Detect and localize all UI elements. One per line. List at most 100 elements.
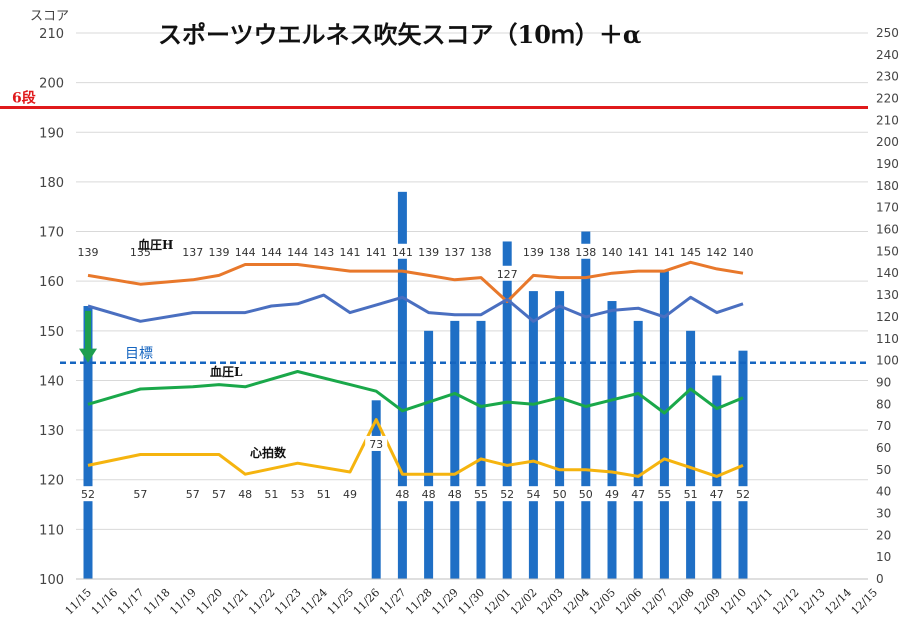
right-tick-label: 240: [876, 48, 899, 62]
data-label-bg: [679, 486, 702, 502]
data-label: 49: [605, 488, 619, 501]
data-label-bg: [705, 486, 728, 502]
data-label-bg: [260, 486, 283, 502]
right-tick-label: 160: [876, 223, 899, 237]
data-label-bg: [732, 486, 754, 502]
chart-title: スポーツウエルネス吹矢スコア（10ｍ）＋α: [158, 20, 641, 49]
x-tick-label: 12/06: [613, 586, 645, 618]
data-label-bg: [496, 265, 519, 281]
data-label: 50: [553, 488, 567, 501]
data-label-bg: [705, 243, 728, 259]
data-label: 139: [523, 246, 544, 259]
data-label: 144: [287, 246, 308, 259]
data-label-bg: [601, 243, 623, 259]
data-label: 57: [186, 488, 200, 501]
x-tick-label: 11/19: [167, 586, 199, 618]
right-tick-label: 230: [876, 70, 899, 84]
data-label-bg: [470, 486, 492, 502]
score-bars: [83, 191, 748, 580]
right-tick-label: 110: [876, 332, 899, 346]
right-tick-label: 190: [876, 157, 899, 171]
right-tick-label: 150: [876, 244, 899, 258]
data-label-bg: [312, 486, 335, 502]
data-label: 138: [471, 246, 492, 259]
x-tick-label: 11/26: [351, 586, 383, 618]
left-tick-label: 140: [39, 374, 64, 389]
data-label-bg: [286, 486, 309, 502]
data-label: 141: [654, 246, 675, 259]
x-tick-label: 12/03: [534, 586, 566, 618]
x-tick-label: 12/12: [770, 586, 802, 618]
x-tick-label: 11/15: [63, 586, 95, 618]
right-tick-label: 210: [876, 113, 899, 127]
x-tick-label: 11/24: [298, 586, 330, 618]
data-label: 139: [78, 246, 99, 259]
right-tick-label: 220: [876, 92, 899, 106]
right-tick-label: 200: [876, 135, 899, 149]
data-label: 127: [497, 268, 518, 281]
x-tick-label: 11/28: [403, 586, 435, 618]
bar: [397, 191, 407, 579]
left-tick-label: 180: [39, 176, 64, 191]
right-tick-label: 60: [876, 441, 891, 455]
x-tick-label: 11/16: [89, 586, 121, 618]
bar: [450, 320, 460, 579]
data-label-bg: [679, 243, 702, 259]
left-tick-label: 200: [39, 77, 64, 92]
data-label: 48: [238, 488, 252, 501]
data-label-bg: [443, 486, 466, 502]
x-tick-label: 11/27: [377, 586, 409, 618]
data-label: 135: [130, 246, 151, 259]
data-label-bg: [653, 243, 676, 259]
data-label-bg: [443, 243, 466, 259]
data-label: 47: [631, 488, 645, 501]
bar: [555, 291, 565, 579]
data-label: 57: [133, 488, 147, 501]
series-name-label: 血圧L: [210, 364, 243, 379]
data-label-bg: [417, 243, 440, 259]
x-tick-label: 11/20: [194, 586, 226, 618]
data-label-bg: [77, 486, 99, 502]
reference-line-label: 6段: [12, 89, 36, 106]
data-label: 141: [392, 246, 413, 259]
x-tick-label: 11/29: [429, 586, 461, 618]
data-label-bg: [417, 486, 440, 502]
data-label: 49: [343, 488, 357, 501]
data-label: 137: [444, 246, 465, 259]
x-tick-label: 12/08: [665, 586, 697, 618]
data-label: 48: [422, 488, 436, 501]
data-label: 139: [209, 246, 230, 259]
right-tick-label: 0: [876, 572, 884, 586]
data-label-bg: [470, 243, 492, 259]
right-tick-label: 80: [876, 397, 891, 411]
data-label: 47: [710, 488, 724, 501]
data-label-bg: [339, 486, 361, 502]
right-tick-label: 130: [876, 288, 899, 302]
data-label-bg: [234, 243, 257, 259]
bar: [528, 291, 538, 579]
data-label: 52: [736, 488, 750, 501]
bar: [83, 306, 93, 579]
series-line: [87, 293, 744, 323]
x-tick-label: 12/14: [822, 586, 854, 618]
x-tick-label: 12/13: [796, 586, 828, 618]
axes: 100 110 120 130 140 150 160 170 180 190 200 210 0 10 2…: [39, 26, 899, 618]
data-label-bg: [286, 243, 309, 259]
right-tick-label: 40: [876, 485, 891, 499]
x-tick-label: 11/17: [115, 586, 147, 618]
data-label-bg: [601, 486, 623, 502]
series-name-label: 血圧H: [138, 237, 173, 252]
right-tick-label: 170: [876, 201, 899, 215]
bar: [476, 320, 486, 579]
right-tick-label: 250: [876, 26, 899, 40]
reference-line-label: 目標: [125, 346, 153, 362]
data-label-bg: [365, 435, 388, 451]
data-label: 73: [369, 438, 383, 451]
right-tick-label: 20: [876, 528, 891, 542]
data-label: 51: [684, 488, 698, 501]
right-tick-label: 140: [876, 266, 899, 280]
data-label: 141: [628, 246, 649, 259]
data-label: 145: [680, 246, 701, 259]
